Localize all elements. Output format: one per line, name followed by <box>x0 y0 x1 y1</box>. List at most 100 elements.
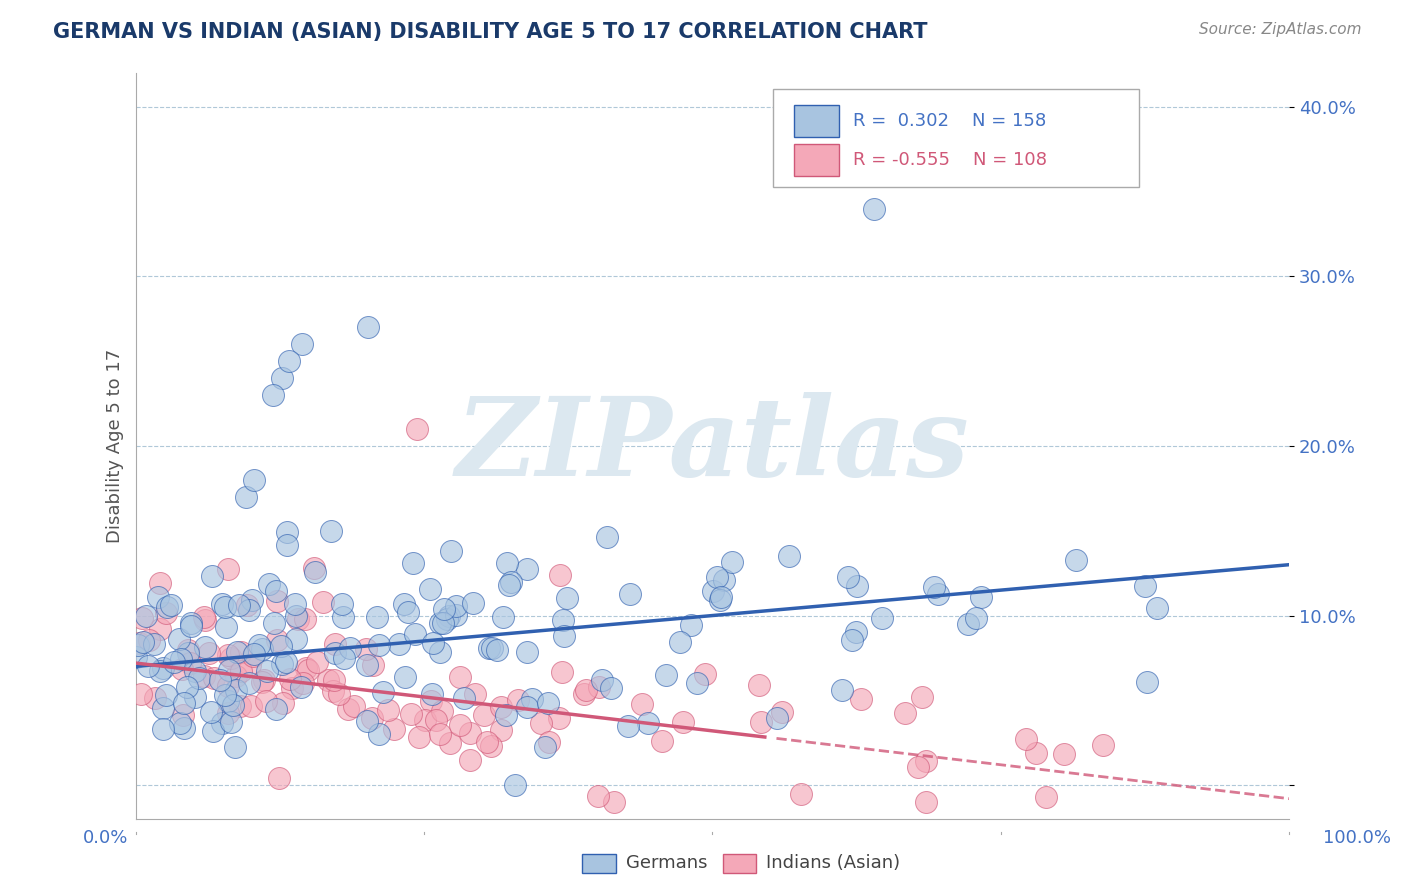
Point <box>910 690 932 705</box>
Point <box>501 574 523 589</box>
Point <box>136 659 159 673</box>
Point <box>200 705 222 719</box>
Text: Germans: Germans <box>626 855 707 872</box>
Point <box>193 610 215 624</box>
Point <box>184 665 207 679</box>
Y-axis label: Disability Age 5 to 17: Disability Age 5 to 17 <box>107 349 124 543</box>
Point <box>1146 600 1168 615</box>
Point <box>388 637 411 651</box>
Point <box>432 704 454 718</box>
Point <box>291 337 314 351</box>
Point <box>225 669 247 683</box>
Point <box>239 658 262 673</box>
Point <box>304 561 326 575</box>
Point <box>458 726 481 740</box>
Point <box>217 648 239 662</box>
Point <box>498 578 520 592</box>
Point <box>266 594 288 608</box>
Point <box>766 711 789 725</box>
Point <box>402 556 425 570</box>
Point <box>702 583 724 598</box>
Point <box>884 151 907 165</box>
Point <box>270 639 292 653</box>
Point <box>170 652 193 666</box>
Point <box>271 657 294 671</box>
Point <box>222 698 245 713</box>
Point <box>845 625 868 640</box>
Point <box>574 687 596 701</box>
Point <box>491 723 513 738</box>
Point <box>269 771 291 785</box>
Point <box>132 635 155 649</box>
Point <box>492 610 515 624</box>
Point <box>420 687 443 701</box>
Point <box>439 736 461 750</box>
Point <box>354 641 377 656</box>
Point <box>477 735 499 749</box>
Point <box>274 655 297 669</box>
Point <box>264 702 287 716</box>
Point <box>305 655 328 669</box>
Point <box>530 716 553 731</box>
Point <box>217 679 239 693</box>
Point <box>965 611 987 625</box>
Point <box>127 638 149 652</box>
Point <box>749 714 772 729</box>
Point <box>276 524 298 539</box>
Point <box>294 612 316 626</box>
Point <box>969 591 991 605</box>
Point <box>173 697 195 711</box>
Point <box>155 689 177 703</box>
Point <box>218 663 240 677</box>
Point <box>229 645 252 659</box>
Point <box>516 700 538 714</box>
Point <box>586 789 609 803</box>
Point <box>368 726 391 740</box>
Point <box>368 639 391 653</box>
Point <box>458 753 481 767</box>
Point <box>169 715 191 730</box>
Point <box>770 705 793 719</box>
Point <box>1035 790 1057 805</box>
Point <box>217 694 239 708</box>
Point <box>219 714 242 729</box>
Point <box>461 596 484 610</box>
Point <box>637 716 659 731</box>
Point <box>252 673 274 688</box>
Point <box>152 700 174 714</box>
Point <box>176 680 198 694</box>
Point <box>332 609 354 624</box>
Point <box>187 671 209 685</box>
Point <box>651 733 673 747</box>
Point <box>1091 739 1114 753</box>
Point <box>413 713 436 727</box>
Point <box>163 655 186 669</box>
Point <box>356 657 378 672</box>
Point <box>243 473 266 487</box>
Point <box>304 565 326 579</box>
Text: R =  0.302    N = 158: R = 0.302 N = 158 <box>853 112 1046 130</box>
Point <box>217 706 239 720</box>
Point <box>444 599 467 613</box>
Point <box>534 739 557 754</box>
Point <box>432 616 454 631</box>
Point <box>284 609 307 624</box>
Point <box>713 574 735 588</box>
Point <box>337 702 360 716</box>
Point <box>686 676 709 690</box>
Point <box>235 490 257 504</box>
Point <box>551 665 574 680</box>
Point <box>256 665 278 679</box>
Point <box>425 713 447 727</box>
Point <box>922 580 945 594</box>
Point <box>631 697 654 711</box>
Point <box>167 632 190 646</box>
Point <box>276 538 298 552</box>
Point <box>927 587 949 601</box>
Point <box>508 693 530 707</box>
Point <box>668 635 690 649</box>
Point <box>242 648 264 663</box>
Point <box>479 739 502 753</box>
Point <box>149 664 172 678</box>
Point <box>208 673 231 687</box>
